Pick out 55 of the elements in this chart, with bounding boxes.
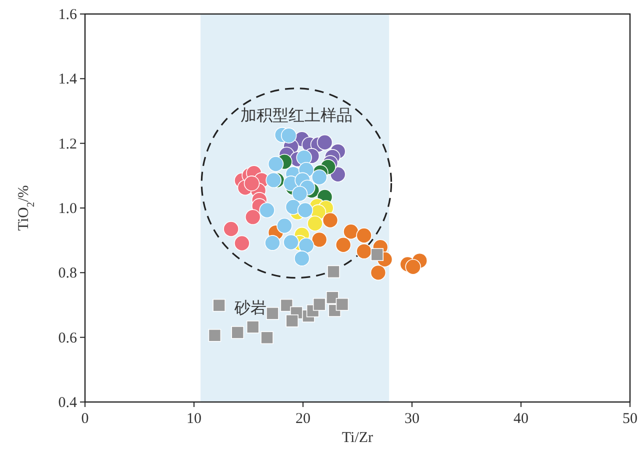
point [343, 224, 359, 240]
point [370, 248, 384, 261]
x-tick-label: 20 [296, 411, 310, 427]
point [405, 258, 421, 275]
y-tick-label: 1.2 [58, 136, 77, 152]
y-tick-label: 1.6 [58, 7, 78, 23]
x-tick-label: 50 [622, 411, 638, 427]
point [212, 298, 226, 312]
point [316, 134, 333, 150]
point [280, 128, 297, 144]
point [260, 331, 274, 344]
point [244, 176, 260, 192]
point [311, 169, 328, 186]
point [244, 209, 261, 225]
point [234, 235, 250, 252]
point [298, 238, 314, 254]
x-tick-label: 10 [186, 411, 202, 427]
y-tick-label: 1.0 [58, 201, 77, 217]
point [336, 298, 349, 311]
point [292, 186, 308, 202]
point [294, 250, 310, 266]
point [311, 232, 328, 248]
point [268, 156, 284, 172]
point [322, 212, 338, 228]
point [283, 234, 299, 250]
point [327, 265, 340, 278]
x-tick-label: 30 [404, 411, 420, 427]
annotation: 砂岩 [234, 300, 267, 318]
point [266, 172, 282, 188]
x-tick-label: 40 [514, 411, 528, 427]
point [335, 236, 352, 253]
point [312, 298, 326, 311]
y-tick-label: 0.6 [58, 330, 78, 346]
point [264, 235, 280, 251]
point [297, 202, 314, 218]
y-tick-label: 0.8 [58, 266, 77, 282]
point [326, 291, 339, 304]
point [286, 314, 298, 328]
point [231, 326, 244, 339]
point [223, 221, 239, 237]
x-axis-title: Ti/Zr [342, 430, 374, 446]
point [266, 307, 279, 320]
point [356, 228, 372, 244]
annotation: 加积型红土样品 [240, 108, 352, 125]
point [246, 320, 260, 334]
point [356, 243, 372, 260]
point [370, 264, 386, 281]
point [276, 218, 292, 234]
point [208, 328, 222, 342]
point [307, 216, 323, 232]
x-tick-label: 0 [81, 411, 89, 427]
point [280, 298, 294, 312]
point [259, 202, 275, 218]
y-tick-label: 0.4 [58, 395, 78, 411]
y-tick-label: 1.4 [58, 72, 78, 88]
